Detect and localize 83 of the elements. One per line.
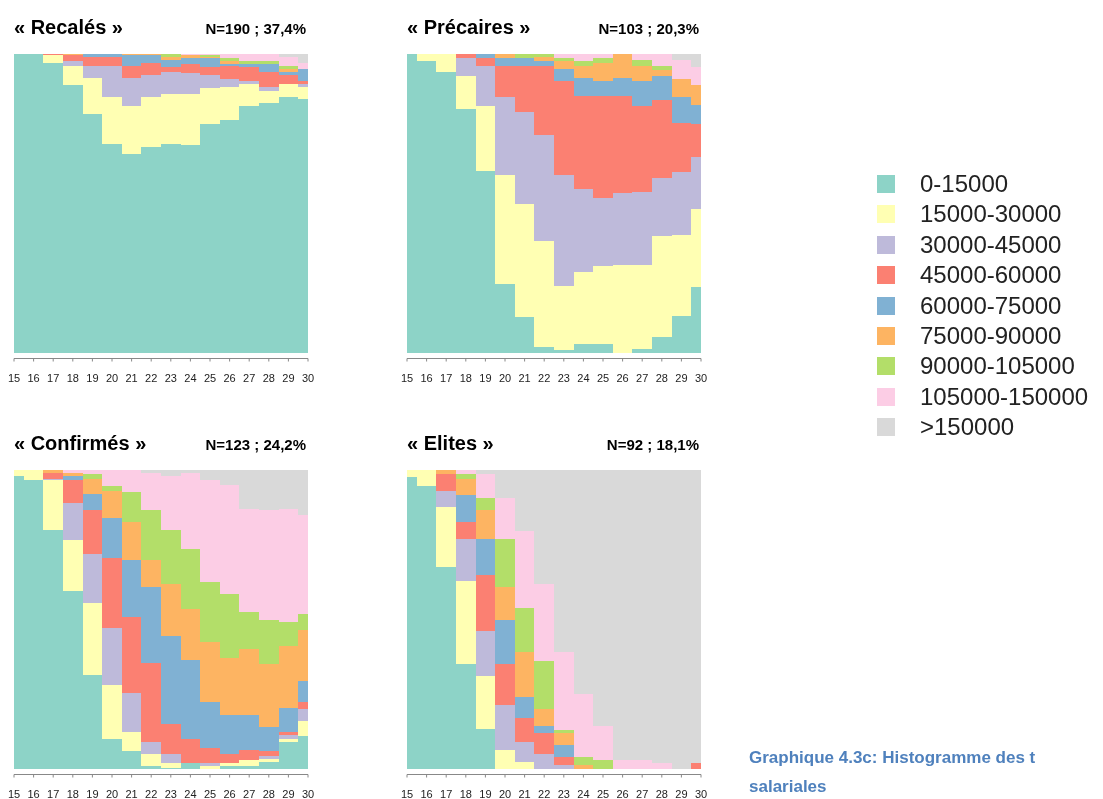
legend-label: 105000-150000	[920, 383, 1089, 410]
x-tick-label: 23	[164, 788, 177, 799]
x-tick-label: 16	[420, 788, 433, 799]
x-tick-label: 19	[479, 372, 492, 384]
x-tick-label: 18	[66, 372, 79, 384]
x-tick-label: 19	[479, 788, 492, 799]
x-tick-label: 16	[27, 372, 40, 384]
legend-label: 15000-30000	[920, 200, 1062, 227]
x-tick-label: 25	[596, 372, 610, 384]
x-tick-label: 17	[440, 788, 453, 799]
x-tick-label: 27	[636, 372, 649, 384]
chart-subtitle: N=92 ; 18,1%	[606, 436, 699, 453]
legend-label: 60000-75000	[920, 292, 1062, 319]
chart-title: « Recalés »	[14, 16, 123, 38]
x-tick-label: 15	[400, 788, 414, 799]
x-tick-label: 24	[184, 788, 197, 799]
legend-label: 90000-105000	[920, 352, 1075, 379]
x-tick-label: 15	[7, 788, 21, 799]
x-tick-label: 24	[577, 788, 590, 799]
x-tick-label: 25	[596, 788, 610, 799]
x-tick-label: 23	[557, 372, 570, 384]
x-tick-label: 25	[203, 788, 217, 799]
x-tick-label: 27	[636, 788, 649, 799]
x-tick-label: 30	[694, 788, 708, 799]
x-tick-label: 29	[675, 372, 688, 384]
x-tick-label: 26	[223, 372, 236, 384]
x-tick-label: 16	[420, 372, 433, 384]
x-tick-label: 21	[518, 788, 531, 799]
chart-subtitle: N=103 ; 20,3%	[598, 20, 699, 37]
x-tick-label: 23	[164, 372, 177, 384]
x-tick-label: 30	[301, 372, 315, 384]
x-tick-label: 28	[262, 372, 275, 384]
x-tick-label: 26	[616, 788, 629, 799]
x-tick-label: 16	[27, 788, 40, 799]
x-tick-label: 28	[262, 788, 275, 799]
legend-label: 30000-45000	[920, 231, 1062, 258]
x-tick-label: 29	[282, 372, 295, 384]
x-tick-label: 26	[223, 788, 236, 799]
chart-title: « Elites »	[407, 432, 494, 454]
x-tick-label: 20	[498, 372, 512, 384]
x-tick-label: 21	[518, 372, 531, 384]
x-tick-label: 29	[675, 788, 688, 799]
x-tick-label: 21	[125, 372, 138, 384]
x-tick-label: 24	[577, 372, 590, 384]
x-tick-label: 24	[184, 372, 197, 384]
x-tick-label: 19	[86, 788, 99, 799]
x-tick-label: 20	[105, 372, 119, 384]
x-tick-label: 27	[243, 372, 256, 384]
x-tick-label: 30	[301, 788, 315, 799]
x-tick-label: 19	[86, 372, 99, 384]
x-tick-label: 26	[616, 372, 629, 384]
x-tick-label: 15	[7, 372, 21, 384]
x-tick-label: 29	[282, 788, 295, 799]
x-tick-label: 18	[459, 372, 472, 384]
x-tick-label: 18	[66, 788, 79, 799]
text: salariales	[749, 777, 827, 796]
text: Graphique 4.3c: Histogramme des t	[749, 748, 1036, 767]
x-tick-label: 18	[459, 788, 472, 799]
legend-label: 0-15000	[920, 170, 1009, 197]
x-tick-label: 28	[655, 788, 668, 799]
x-tick-label: 15	[400, 372, 414, 384]
chart-subtitle: N=190 ; 37,4%	[205, 20, 306, 37]
x-tick-label: 17	[440, 372, 453, 384]
chart-title: « Précaires »	[407, 16, 531, 38]
x-tick-label: 22	[538, 788, 551, 799]
x-tick-label: 22	[145, 788, 158, 799]
x-tick-label: 17	[47, 788, 60, 799]
x-tick-label: 20	[105, 788, 119, 799]
x-tick-label: 23	[557, 788, 570, 799]
x-tick-label: 22	[538, 372, 551, 384]
x-tick-label: 22	[145, 372, 158, 384]
legend-label: 45000-60000	[920, 261, 1062, 288]
x-tick-label: 28	[655, 372, 668, 384]
legend-label: 75000-90000	[920, 322, 1062, 349]
x-tick-label: 27	[243, 788, 256, 799]
legend-label: >150000	[920, 413, 1015, 440]
chart-title: « Confirmés »	[14, 432, 147, 454]
x-tick-label: 20	[498, 788, 512, 799]
x-tick-label: 17	[47, 372, 60, 384]
x-tick-label: 25	[203, 372, 217, 384]
x-tick-label: 21	[125, 788, 138, 799]
chart-subtitle: N=123 ; 24,2%	[205, 436, 306, 453]
x-tick-label: 30	[694, 372, 708, 384]
